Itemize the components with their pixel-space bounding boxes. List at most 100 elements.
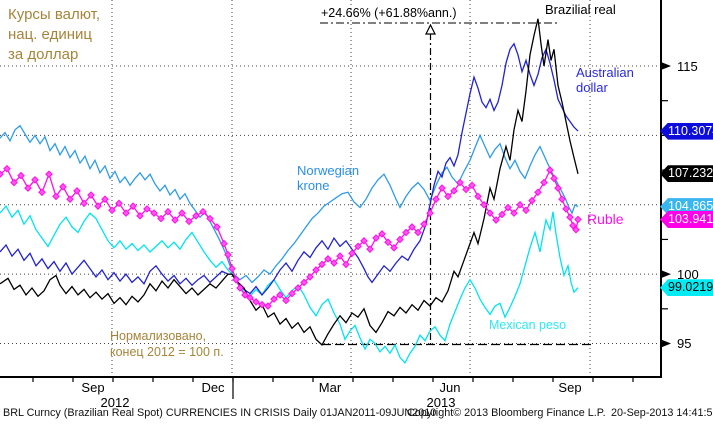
ruble-diamond-marker: [372, 234, 380, 242]
price-badge-brazilian-real: 107.2323: [660, 165, 713, 183]
series-label-ruble: Ruble: [587, 211, 624, 227]
ruble-diamond-marker: [540, 178, 548, 187]
ruble-diamond-marker: [546, 166, 554, 174]
ruble-diamond-marker: [150, 209, 158, 217]
ruble-diamond-marker: [73, 187, 81, 195]
ruble-diamond-marker: [378, 230, 386, 238]
ruble-diamond-marker: [87, 191, 95, 199]
ruble-diamond-marker: [462, 185, 470, 194]
ruble-diamond-marker: [498, 210, 506, 219]
year-label: 2012: [100, 395, 130, 410]
ruble-diamond-marker: [164, 207, 172, 216]
ruble-diamond-marker: [318, 260, 326, 269]
ruble-diamond-marker: [115, 199, 123, 208]
x-tick-label: Dec: [201, 380, 225, 395]
ruble-diamond-marker: [10, 178, 18, 187]
series-line-australian-dollar: [0, 42, 579, 296]
ruble-diamond-marker: [122, 209, 130, 217]
ruble-diamond-marker: [554, 184, 562, 192]
ruble-diamond-marker: [480, 200, 488, 209]
ruble-diamond-marker: [241, 291, 249, 299]
ruble-diamond-marker: [45, 170, 53, 179]
ruble-diamond-marker: [516, 200, 524, 209]
ruble-diamond-marker: [0, 170, 4, 179]
year-label: 2013: [426, 395, 456, 410]
ruble-diamond-marker: [330, 259, 338, 267]
ruble-diamond-marker: [206, 214, 214, 223]
ruble-diamond-marker: [276, 291, 284, 299]
ruble-diamond-marker: [550, 174, 558, 183]
ruble-diamond-marker: [80, 199, 88, 208]
ruble-diamond-marker: [390, 243, 398, 252]
chart-title: Курсы валют, нац. единиц за доллар: [8, 6, 101, 63]
ruble-diamond-marker: [288, 289, 296, 298]
ruble-diamond-marker: [569, 221, 577, 230]
series-line-brazilian-real: [0, 18, 579, 346]
ruble-diamond-marker: [444, 192, 452, 201]
ruble-diamond-marker: [306, 273, 314, 281]
ruble-diamond-marker: [336, 252, 344, 260]
ruble-diamond-marker: [474, 192, 482, 201]
y-tick-arrow-icon: [661, 62, 671, 70]
ruble-diamond-marker: [348, 249, 356, 258]
ruble-diamond-marker: [178, 209, 186, 217]
ruble-diamond-marker: [224, 250, 232, 259]
series-label-mexican-peso: Mexican peso: [489, 318, 567, 332]
ruble-diamond-marker: [136, 212, 144, 220]
x-tick-label: Mar: [318, 380, 342, 395]
ruble-diamond-marker: [232, 275, 240, 284]
ruble-diamond-marker: [312, 266, 320, 274]
series-line-norwegian-krone: [0, 124, 579, 284]
ruble-diamond-marker: [566, 213, 574, 222]
ruble-diamond-marker: [252, 298, 260, 306]
series-label-brazilian-real: Brazilial real: [545, 2, 616, 17]
ruble-diamond-marker: [510, 209, 518, 217]
y-tick-arrow-icon: [661, 270, 671, 279]
ruble-diamond-marker: [108, 206, 116, 215]
ruble-diamond-marker: [342, 260, 350, 269]
ruble-diamond-marker: [94, 202, 102, 210]
ruble-diamond-marker: [192, 212, 200, 220]
ruble-diamond-marker: [360, 237, 368, 245]
y-tick-label: 95: [677, 336, 692, 351]
ruble-diamond-marker: [270, 295, 278, 303]
ruble-diamond-marker: [3, 164, 11, 173]
ruble-diamond-marker: [354, 242, 362, 251]
series-label-norwegian-krone: Norwegian krone: [297, 163, 360, 193]
ruble-diamond-marker: [228, 264, 236, 273]
ruble-diamond-marker: [220, 239, 228, 248]
price-badge-mexican-peso: 99.0219: [660, 279, 713, 297]
ruble-diamond-marker: [426, 209, 434, 217]
ruble-diamond-marker: [24, 184, 32, 192]
price-badge-australian-dollar: 110.3074: [660, 122, 713, 140]
ruble-diamond-marker: [402, 228, 410, 237]
ruble-diamond-marker: [558, 195, 566, 204]
ruble-diamond-marker: [528, 196, 536, 205]
ruble-diamond-marker: [31, 175, 39, 184]
ruble-diamond-marker: [562, 205, 570, 213]
ruble-diamond-marker: [101, 195, 109, 204]
ruble-diamond-marker: [414, 228, 422, 237]
series-line-mexican-peso: [0, 204, 579, 365]
ruble-diamond-marker: [171, 216, 179, 224]
ruble-diamond-marker: [450, 187, 458, 195]
x-tick-label: Jun: [439, 380, 461, 395]
ruble-diamond-marker: [504, 203, 512, 212]
ruble-diamond-marker: [59, 182, 67, 191]
ruble-diamond-marker: [52, 192, 60, 201]
ruble-diamond-marker: [366, 245, 374, 253]
series-label-australian-dollar: Australian dollar: [576, 65, 634, 95]
ruble-diamond-marker: [258, 300, 266, 309]
ruble-diamond-marker: [438, 184, 446, 192]
ruble-diamond-marker: [213, 223, 221, 231]
ruble-diamond-marker: [384, 238, 392, 247]
ruble-diamond-marker: [486, 209, 494, 217]
ruble-diamond-marker: [185, 217, 193, 226]
x-tick-label: Sep: [81, 380, 105, 395]
ruble-diamond-marker: [129, 202, 137, 210]
ruble-diamond-marker: [38, 188, 46, 197]
footer-security-info: BRL Curncy (Brazilian Real Spot) CURRENC…: [3, 407, 437, 419]
y-tick-label: 100: [677, 266, 699, 282]
normalization-note: Нормализовано, конец 2012 = 100 п.: [110, 329, 224, 359]
